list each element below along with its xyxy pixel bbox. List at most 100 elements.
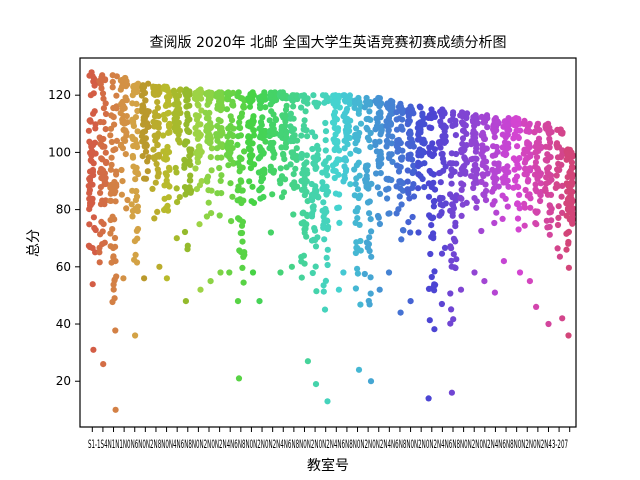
score-point — [139, 153, 146, 160]
score-point — [470, 167, 477, 174]
score-point — [425, 395, 432, 402]
score-point — [96, 244, 103, 251]
score-point — [97, 201, 105, 208]
score-point — [234, 197, 241, 204]
score-point — [458, 195, 465, 202]
y-tick-label: 120 — [48, 88, 71, 102]
score-point — [428, 273, 435, 281]
score-point — [192, 124, 199, 132]
score-point — [376, 220, 383, 228]
score-point — [453, 256, 460, 263]
score-point — [463, 130, 470, 137]
score-point — [546, 135, 553, 142]
score-point — [554, 166, 561, 173]
score-point — [481, 116, 488, 123]
score-point — [261, 92, 268, 99]
score-point — [313, 103, 320, 110]
score-point — [375, 157, 382, 164]
score-point — [298, 177, 305, 185]
score-point — [478, 227, 485, 235]
score-point — [119, 178, 126, 185]
score-point — [458, 212, 465, 219]
score-point — [132, 332, 139, 339]
score-point — [270, 154, 277, 161]
score-point — [192, 90, 199, 97]
score-point — [514, 200, 521, 207]
score-point — [364, 199, 372, 206]
score-point — [107, 132, 114, 139]
score-point — [259, 114, 266, 121]
score-point — [462, 170, 469, 177]
y-tick-label: 60 — [56, 260, 71, 274]
score-point — [431, 146, 438, 153]
score-point — [399, 116, 406, 123]
score-point — [278, 130, 285, 137]
score-point — [108, 259, 115, 266]
x-tick-labels: S1-1S4N1N1N0N6N0N2N8N0N4N6N8N0N2N0N2N4N6… — [88, 437, 568, 451]
score-point — [491, 179, 498, 187]
score-point — [536, 172, 544, 179]
score-point — [322, 147, 329, 154]
score-point — [505, 140, 512, 147]
score-point — [120, 275, 127, 282]
score-point — [100, 95, 107, 102]
score-point — [298, 220, 305, 227]
score-point — [563, 246, 570, 253]
score-point — [543, 217, 550, 224]
score-point — [471, 195, 478, 202]
score-point — [405, 120, 412, 127]
score-point — [474, 120, 481, 127]
score-point — [267, 91, 274, 99]
score-point — [368, 253, 375, 260]
score-point — [241, 148, 248, 155]
score-point — [152, 137, 159, 144]
score-point — [324, 94, 331, 102]
score-point — [542, 143, 550, 150]
score-point — [246, 178, 253, 185]
score-point — [470, 184, 477, 192]
score-point — [208, 123, 215, 131]
score-point — [258, 184, 265, 191]
score-point — [303, 152, 310, 159]
data-points — [85, 69, 577, 413]
score-point — [111, 234, 119, 242]
score-point — [514, 215, 522, 222]
score-point — [558, 161, 565, 168]
score-point — [459, 201, 466, 208]
score-point — [376, 112, 383, 119]
score-point — [161, 195, 168, 202]
score-point — [154, 104, 161, 111]
score-point — [448, 180, 455, 187]
score-point — [553, 140, 561, 147]
score-point — [111, 295, 118, 302]
score-point — [139, 82, 147, 89]
score-point — [289, 154, 297, 161]
score-point — [450, 316, 457, 323]
score-point — [383, 102, 390, 109]
score-point — [506, 121, 513, 128]
score-point — [97, 189, 104, 196]
score-point — [542, 187, 549, 195]
score-point — [228, 139, 235, 146]
score-point — [293, 145, 300, 152]
score-point — [447, 117, 454, 124]
score-point — [181, 184, 189, 191]
score-point — [311, 193, 318, 200]
score-point — [502, 148, 509, 156]
score-point — [425, 193, 433, 200]
score-point — [450, 235, 457, 242]
score-point — [416, 135, 423, 142]
score-point — [236, 163, 243, 170]
score-point — [368, 228, 375, 235]
score-point — [500, 258, 507, 265]
score-point — [521, 200, 528, 207]
score-point — [491, 289, 498, 296]
score-point — [421, 139, 428, 146]
score-point — [184, 117, 191, 124]
score-point — [458, 186, 465, 193]
score-point — [118, 191, 125, 198]
score-point — [227, 180, 234, 187]
score-point — [533, 303, 540, 310]
score-point — [378, 127, 385, 134]
score-point — [532, 143, 539, 150]
